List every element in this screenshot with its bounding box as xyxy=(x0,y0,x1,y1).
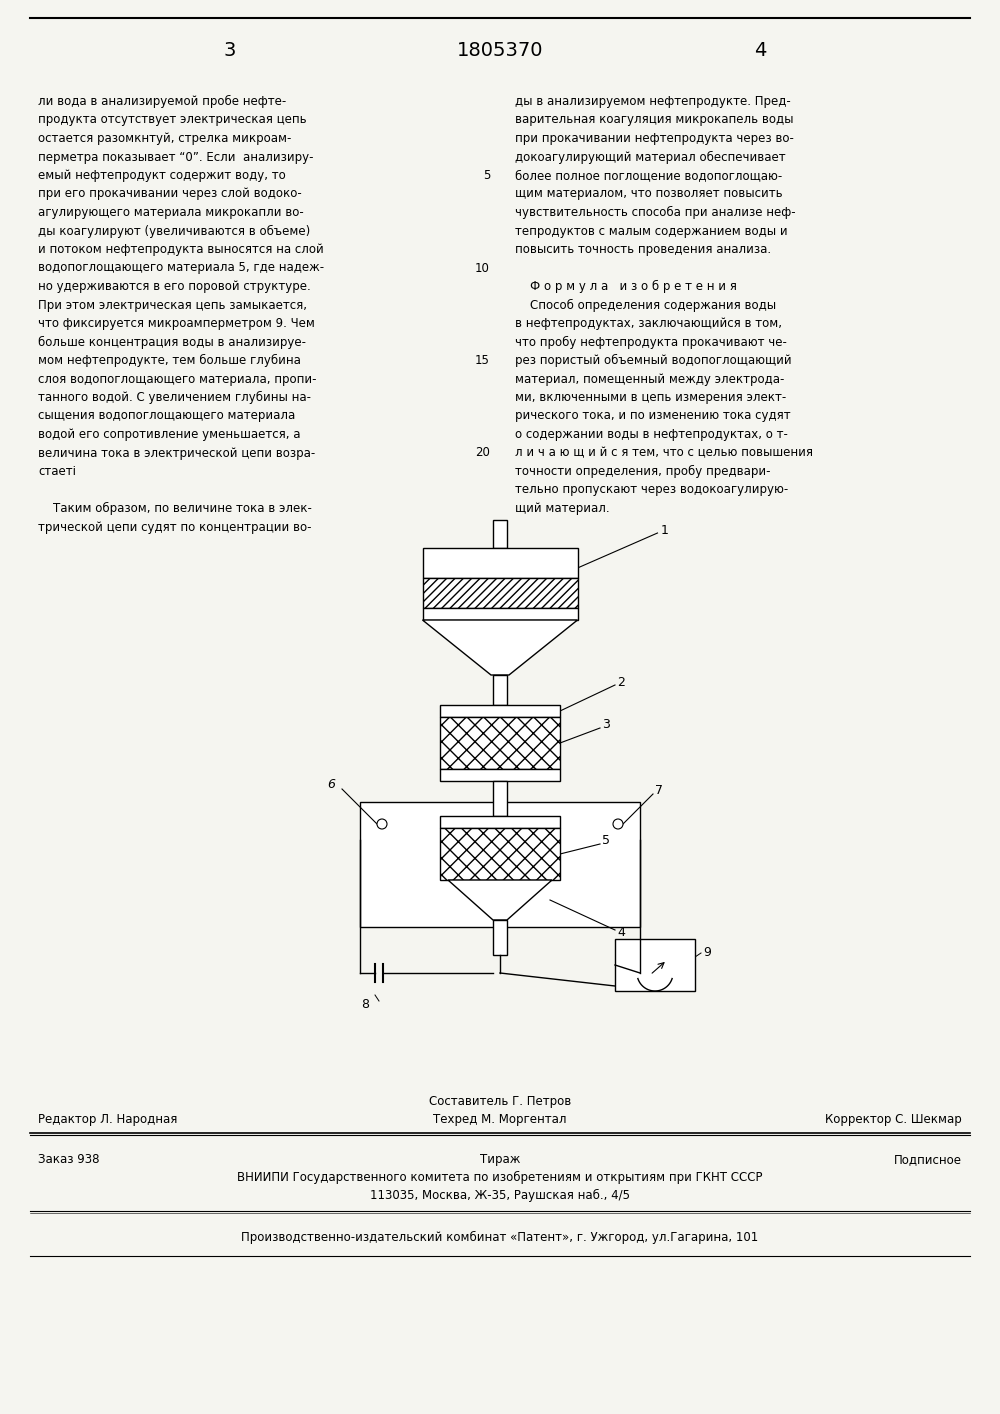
Text: при его прокачивании через слой водоко-: при его прокачивании через слой водоко- xyxy=(38,188,302,201)
Text: 8: 8 xyxy=(361,998,369,1011)
Text: водопоглощающего материала 5, где надеж-: водопоглощающего материала 5, где надеж- xyxy=(38,262,324,274)
Text: слоя водопоглощающего материала, пропи-: слоя водопоглощающего материала, пропи- xyxy=(38,372,316,386)
Text: 2: 2 xyxy=(617,676,625,689)
Text: ли вода в анализируемой пробе нефте-: ли вода в анализируемой пробе нефте- xyxy=(38,95,286,107)
Bar xyxy=(615,939,695,991)
Bar xyxy=(440,816,560,829)
Text: величина тока в электрической цепи возра-: величина тока в электрической цепи возра… xyxy=(38,447,315,460)
Text: Редактор Л. Народная: Редактор Л. Народная xyxy=(38,1113,177,1126)
Text: что пробу нефтепродукта прокачивают че-: что пробу нефтепродукта прокачивают че- xyxy=(515,335,787,349)
Text: Подписное: Подписное xyxy=(894,1152,962,1167)
Bar xyxy=(440,717,560,769)
Text: докоагулирующий материал обеспечивает: докоагулирующий материал обеспечивает xyxy=(515,150,786,164)
Polygon shape xyxy=(448,880,552,921)
Text: повысить точность проведения анализа.: повысить точность проведения анализа. xyxy=(515,243,771,256)
Bar xyxy=(440,769,560,781)
Text: точности определения, пробу предвари-: точности определения, пробу предвари- xyxy=(515,465,770,478)
Text: Способ определения содержания воды: Способ определения содержания воды xyxy=(515,298,776,311)
Text: но удерживаются в его поровой структуре.: но удерживаются в его поровой структуре. xyxy=(38,280,311,293)
Text: Составитель Г. Петров: Составитель Г. Петров xyxy=(429,1094,571,1109)
Text: Заказ 938: Заказ 938 xyxy=(38,1152,100,1167)
Text: Ф о р м у л а   и з о б р е т е н и я: Ф о р м у л а и з о б р е т е н и я xyxy=(515,280,737,293)
Text: 5: 5 xyxy=(602,834,610,847)
Text: сыщения водопоглощающего материала: сыщения водопоглощающего материала xyxy=(38,410,295,423)
Text: При этом электрическая цепь замыкается,: При этом электрическая цепь замыкается, xyxy=(38,298,307,311)
Bar xyxy=(440,829,560,880)
Bar xyxy=(493,674,507,706)
Text: рического тока, и по изменению тока судят: рического тока, и по изменению тока судя… xyxy=(515,410,791,423)
Text: тельно пропускают через водокоагулирую-: тельно пропускают через водокоагулирую- xyxy=(515,484,788,496)
Text: Таким образом, по величине тока в элек-: Таким образом, по величине тока в элек- xyxy=(38,502,312,515)
Text: 3: 3 xyxy=(224,41,236,59)
Text: водой его сопротивление уменьшается, а: водой его сопротивление уменьшается, а xyxy=(38,428,300,441)
Text: тепродуктов с малым содержанием воды и: тепродуктов с малым содержанием воды и xyxy=(515,225,788,238)
Text: щим материалом, что позволяет повысить: щим материалом, что позволяет повысить xyxy=(515,188,783,201)
Text: 113035, Москва, Ж-35, Раушская наб., 4/5: 113035, Москва, Ж-35, Раушская наб., 4/5 xyxy=(370,1189,630,1202)
Text: л и ч а ю щ и й с я тем, что с целью повышения: л и ч а ю щ и й с я тем, что с целью пов… xyxy=(515,447,813,460)
Text: 10: 10 xyxy=(475,262,490,274)
Text: 20: 20 xyxy=(475,447,490,460)
Text: остается разомкнтуй, стрелка микроам-: остается разомкнтуй, стрелка микроам- xyxy=(38,132,291,146)
Bar xyxy=(422,549,578,578)
Text: танного водой. С увеличением глубины на-: танного водой. С увеличением глубины на- xyxy=(38,392,311,404)
Circle shape xyxy=(613,819,623,829)
Bar xyxy=(360,802,640,928)
Text: 1: 1 xyxy=(660,523,668,536)
Circle shape xyxy=(377,819,387,829)
Text: ВНИИПИ Государственного комитета по изобретениям и открытиям при ГКНТ СССР: ВНИИПИ Государственного комитета по изоб… xyxy=(237,1171,763,1184)
Text: агулирующего материала микрокапли во-: агулирующего материала микрокапли во- xyxy=(38,206,304,219)
Polygon shape xyxy=(422,619,578,674)
Bar xyxy=(493,921,507,954)
Text: 1805370: 1805370 xyxy=(457,41,543,59)
Text: 3: 3 xyxy=(602,718,610,731)
Text: перметра показывает “0”. Если  анализиру-: перметра показывает “0”. Если анализиру- xyxy=(38,150,314,164)
Text: и потоком нефтепродукта выносятся на слой: и потоком нефтепродукта выносятся на сло… xyxy=(38,243,324,256)
Text: что фиксируется микроамперметром 9. Чем: что фиксируется микроамперметром 9. Чем xyxy=(38,317,315,329)
Text: Техред М. Моргентал: Техред М. Моргентал xyxy=(433,1113,567,1126)
Bar xyxy=(493,781,507,816)
Text: Тираж: Тираж xyxy=(480,1152,520,1167)
Text: мом нефтепродукте, тем больше глубина: мом нефтепродукте, тем больше глубина xyxy=(38,354,301,368)
Text: Производственно-издательский комбинат «Патент», г. Ужгород, ул.Гагарина, 101: Производственно-издательский комбинат «П… xyxy=(241,1232,759,1244)
Text: 15: 15 xyxy=(475,354,490,368)
Text: рез пористый объемный водопоглощающий: рез пористый объемный водопоглощающий xyxy=(515,354,792,368)
Bar xyxy=(422,578,578,608)
Text: 6: 6 xyxy=(327,778,335,790)
Text: в нефтепродуктах, заключающийся в том,: в нефтепродуктах, заключающийся в том, xyxy=(515,317,782,329)
Text: ды в анализируемом нефтепродукте. Пред-: ды в анализируемом нефтепродукте. Пред- xyxy=(515,95,791,107)
Text: продукта отсутствует электрическая цепь: продукта отсутствует электрическая цепь xyxy=(38,113,307,126)
Text: Корректор С. Шекмар: Корректор С. Шекмар xyxy=(825,1113,962,1126)
Text: о содержании воды в нефтепродуктах, о т-: о содержании воды в нефтепродуктах, о т- xyxy=(515,428,788,441)
Text: 9: 9 xyxy=(703,946,711,960)
Bar xyxy=(493,520,507,549)
Text: при прокачивании нефтепродукта через во-: при прокачивании нефтепродукта через во- xyxy=(515,132,794,146)
Text: более полное поглощение водопоглощаю-: более полное поглощение водопоглощаю- xyxy=(515,170,782,182)
Text: материал, помещенный между электрода-: материал, помещенный между электрода- xyxy=(515,372,784,386)
Text: ми, включенными в цепь измерения элект-: ми, включенными в цепь измерения элект- xyxy=(515,392,786,404)
Text: варительная коагуляция микрокапель воды: варительная коагуляция микрокапель воды xyxy=(515,113,794,126)
Text: стаеті: стаеті xyxy=(38,465,76,478)
Text: ды коагулируют (увеличиваются в объеме): ды коагулируют (увеличиваются в объеме) xyxy=(38,225,310,238)
Text: трической цепи судят по концентрации во-: трической цепи судят по концентрации во- xyxy=(38,520,312,533)
Text: 4: 4 xyxy=(754,41,766,59)
Text: 5: 5 xyxy=(483,170,490,182)
Text: 4: 4 xyxy=(617,926,625,939)
Text: 7: 7 xyxy=(655,785,663,797)
Text: емый нефтепродукт содержит воду, то: емый нефтепродукт содержит воду, то xyxy=(38,170,286,182)
Bar xyxy=(422,608,578,619)
Bar xyxy=(440,706,560,717)
Text: чувствительность способа при анализе неф-: чувствительность способа при анализе неф… xyxy=(515,206,796,219)
Text: щий материал.: щий материал. xyxy=(515,502,610,515)
Text: больше концентрация воды в анализируе-: больше концентрация воды в анализируе- xyxy=(38,335,306,349)
